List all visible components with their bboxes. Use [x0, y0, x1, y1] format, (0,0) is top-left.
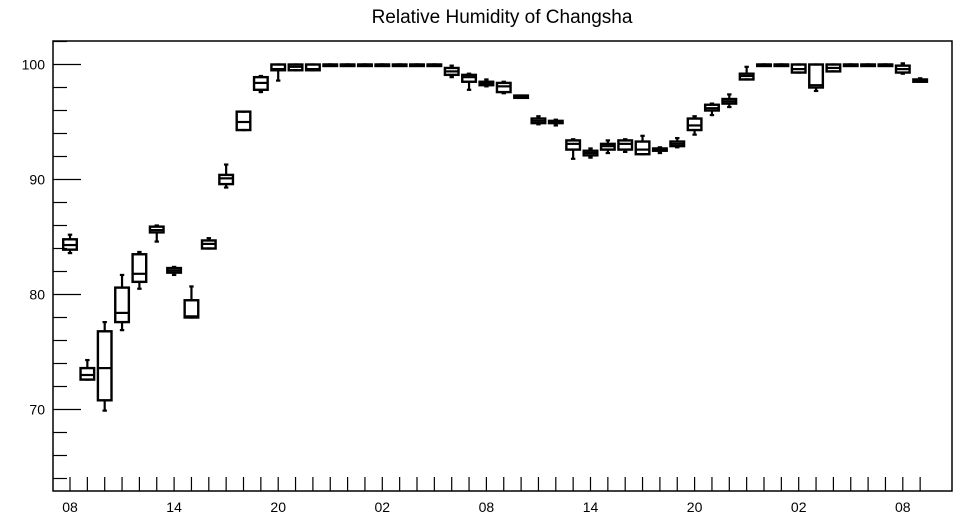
box-item — [599, 139, 616, 155]
box-item — [912, 77, 929, 83]
box-item — [62, 233, 79, 255]
box-item — [304, 63, 321, 72]
box-rect — [304, 63, 321, 72]
box-item — [530, 115, 547, 126]
box-item — [686, 115, 703, 136]
box-item — [513, 94, 530, 100]
box-item — [339, 63, 356, 68]
box-item — [287, 63, 304, 72]
box-item — [235, 110, 252, 132]
box-item — [96, 321, 113, 412]
box-item — [478, 78, 495, 88]
box-rect — [235, 110, 252, 132]
box-item — [877, 63, 894, 68]
box-item — [894, 62, 911, 75]
box-item — [651, 146, 668, 155]
box-rect — [634, 140, 651, 156]
box-rect — [183, 299, 200, 319]
box-rect — [218, 173, 235, 186]
box-rect — [131, 253, 148, 284]
box-item — [79, 358, 96, 381]
box-item — [721, 93, 738, 109]
y-tick-label: 80 — [29, 287, 45, 303]
box-item — [200, 237, 217, 250]
box-rect — [565, 139, 582, 151]
box-item — [842, 63, 859, 68]
box-item — [790, 63, 807, 74]
box-rect — [617, 139, 634, 151]
box-rect — [270, 63, 287, 72]
box-item — [270, 63, 287, 82]
x-tick-label: 08 — [479, 499, 495, 515]
box-item — [617, 138, 634, 153]
box-item — [860, 63, 877, 68]
box-item — [703, 102, 720, 117]
box-item — [356, 63, 373, 68]
box-series — [62, 62, 929, 412]
box-item — [582, 147, 599, 159]
y-tick-label: 100 — [22, 57, 46, 73]
box-item — [443, 64, 460, 79]
box-item — [426, 63, 443, 68]
box-rect — [495, 81, 512, 94]
box-item — [322, 63, 339, 68]
chart-title: Relative Humidity of Changsha — [372, 7, 633, 28]
x-tick-label: 20 — [270, 499, 286, 515]
x-tick-label: 02 — [375, 499, 391, 515]
x-tick-label: 08 — [62, 499, 78, 515]
box-item — [756, 63, 773, 68]
box-item — [461, 72, 478, 91]
y-tick-label: 90 — [29, 172, 45, 188]
box-item — [825, 63, 842, 73]
x-tick-label: 08 — [895, 499, 911, 515]
plot-frame — [52, 40, 953, 492]
box-item — [738, 65, 755, 81]
x-tick-label: 20 — [687, 499, 703, 515]
box-item — [391, 63, 408, 68]
x-tick-label: 14 — [166, 499, 182, 515]
box-item — [114, 273, 131, 332]
box-rect — [808, 63, 825, 89]
box-item — [148, 224, 165, 243]
x-axis: 08 14 20 02 08 14 20 02 08 — [62, 477, 921, 515]
box-rect — [96, 330, 113, 402]
box-item — [808, 63, 825, 93]
x-tick-label: 02 — [791, 499, 807, 515]
box-item — [374, 63, 391, 68]
box-item — [565, 138, 582, 160]
x-tick-label: 14 — [583, 499, 599, 515]
box-item — [773, 63, 790, 68]
box-item — [183, 285, 200, 319]
box-item — [409, 63, 426, 68]
box-item — [634, 134, 651, 156]
y-axis: 70 80 90 100 — [22, 40, 81, 480]
box-item — [218, 163, 235, 189]
box-rect — [461, 73, 478, 83]
box-item — [495, 80, 512, 95]
box-item — [547, 118, 564, 127]
box-rect — [114, 286, 131, 324]
box-item — [166, 265, 183, 277]
box-item — [669, 137, 686, 149]
y-tick-label: 70 — [29, 402, 45, 418]
box-item — [252, 74, 269, 94]
box-item — [131, 250, 148, 290]
box-rect — [79, 366, 96, 381]
box-rect — [686, 117, 703, 132]
